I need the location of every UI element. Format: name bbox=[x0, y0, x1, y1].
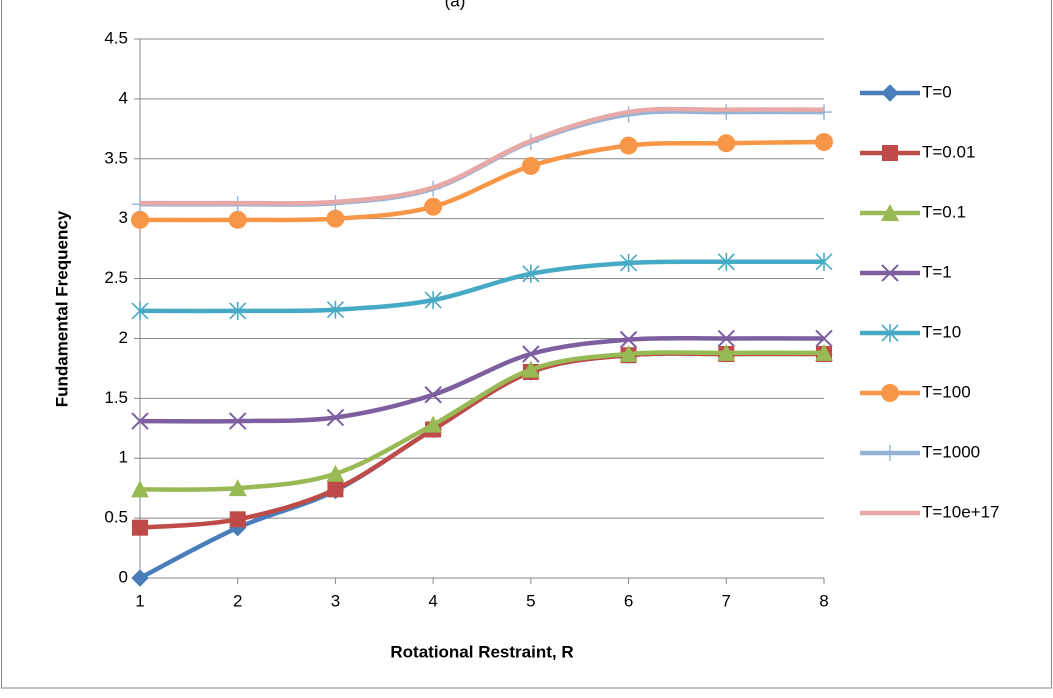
marker bbox=[881, 324, 899, 342]
marker bbox=[229, 412, 247, 430]
marker bbox=[131, 210, 149, 229]
marker bbox=[327, 481, 344, 498]
x-tick-label: 5 bbox=[526, 591, 535, 610]
marker bbox=[424, 197, 443, 216]
legend-label: T=0 bbox=[922, 82, 952, 101]
marker bbox=[424, 291, 442, 310]
x-tick-label: 1 bbox=[135, 591, 144, 610]
marker bbox=[816, 104, 832, 121]
y-axis-title: Fundamental Frequency bbox=[52, 210, 71, 407]
marker bbox=[521, 156, 540, 175]
marker bbox=[228, 210, 247, 229]
marker bbox=[131, 412, 149, 430]
marker bbox=[619, 330, 638, 349]
marker bbox=[229, 511, 246, 528]
marker bbox=[882, 145, 898, 161]
series-line bbox=[139, 259, 825, 314]
x-tick-label: 4 bbox=[428, 591, 437, 610]
marker bbox=[815, 252, 833, 271]
x-tick-label: 3 bbox=[331, 591, 340, 610]
marker bbox=[881, 84, 899, 102]
marker bbox=[815, 343, 833, 361]
y-tick-label: 2.5 bbox=[104, 268, 128, 287]
marker bbox=[229, 301, 247, 320]
chart-title: (a) bbox=[445, 0, 466, 10]
y-tick-label: 0 bbox=[119, 567, 128, 586]
x-tick-label: 6 bbox=[624, 591, 633, 610]
legend-label: T=10e+17 bbox=[922, 502, 1000, 521]
marker bbox=[881, 204, 899, 221]
x-tick-label: 8 bbox=[819, 591, 828, 610]
marker bbox=[326, 408, 345, 427]
x-axis-title: Rotational Restraint, R bbox=[390, 642, 573, 661]
marker bbox=[131, 480, 149, 498]
marker bbox=[424, 415, 443, 433]
marker bbox=[619, 136, 638, 155]
legend-label: T=1000 bbox=[922, 442, 980, 461]
marker bbox=[522, 264, 540, 283]
marker bbox=[815, 133, 833, 152]
series-line bbox=[139, 106, 825, 206]
marker bbox=[619, 345, 638, 363]
marker bbox=[881, 264, 899, 282]
marker bbox=[717, 134, 736, 153]
marker bbox=[882, 445, 898, 461]
y-tick-label: 1 bbox=[119, 448, 128, 467]
legend-label: T=10 bbox=[922, 322, 961, 341]
x-tick-label: 7 bbox=[722, 591, 731, 610]
legend-label: T=100 bbox=[922, 382, 971, 401]
marker bbox=[522, 345, 540, 363]
legend-label: T=1 bbox=[922, 262, 952, 281]
legend-label: T=0.1 bbox=[922, 202, 966, 221]
series-line bbox=[139, 350, 825, 492]
marker bbox=[717, 343, 736, 361]
series-line bbox=[139, 335, 825, 424]
marker bbox=[326, 209, 345, 228]
marker bbox=[228, 479, 247, 497]
marker bbox=[815, 329, 833, 348]
y-tick-label: 1.5 bbox=[104, 388, 128, 407]
y-tick-label: 2 bbox=[119, 328, 128, 347]
y-tick-label: 0.5 bbox=[104, 508, 128, 527]
marker bbox=[424, 386, 442, 404]
marker bbox=[718, 104, 735, 121]
marker bbox=[881, 384, 899, 402]
marker bbox=[132, 519, 148, 536]
y-tick-label: 3.5 bbox=[104, 148, 128, 167]
series-line bbox=[139, 139, 825, 223]
marker bbox=[131, 301, 149, 320]
marker bbox=[717, 329, 735, 348]
x-tick-label: 2 bbox=[233, 591, 242, 610]
marker bbox=[620, 253, 638, 272]
marker bbox=[521, 360, 540, 378]
marker bbox=[131, 569, 149, 587]
legend-label: T=0.01 bbox=[922, 142, 975, 161]
marker bbox=[326, 300, 344, 319]
y-tick-label: 4.5 bbox=[104, 28, 128, 47]
marker bbox=[326, 464, 345, 482]
y-tick-label: 4 bbox=[119, 88, 128, 107]
marker bbox=[717, 252, 735, 271]
y-tick-label: 3 bbox=[119, 208, 128, 227]
